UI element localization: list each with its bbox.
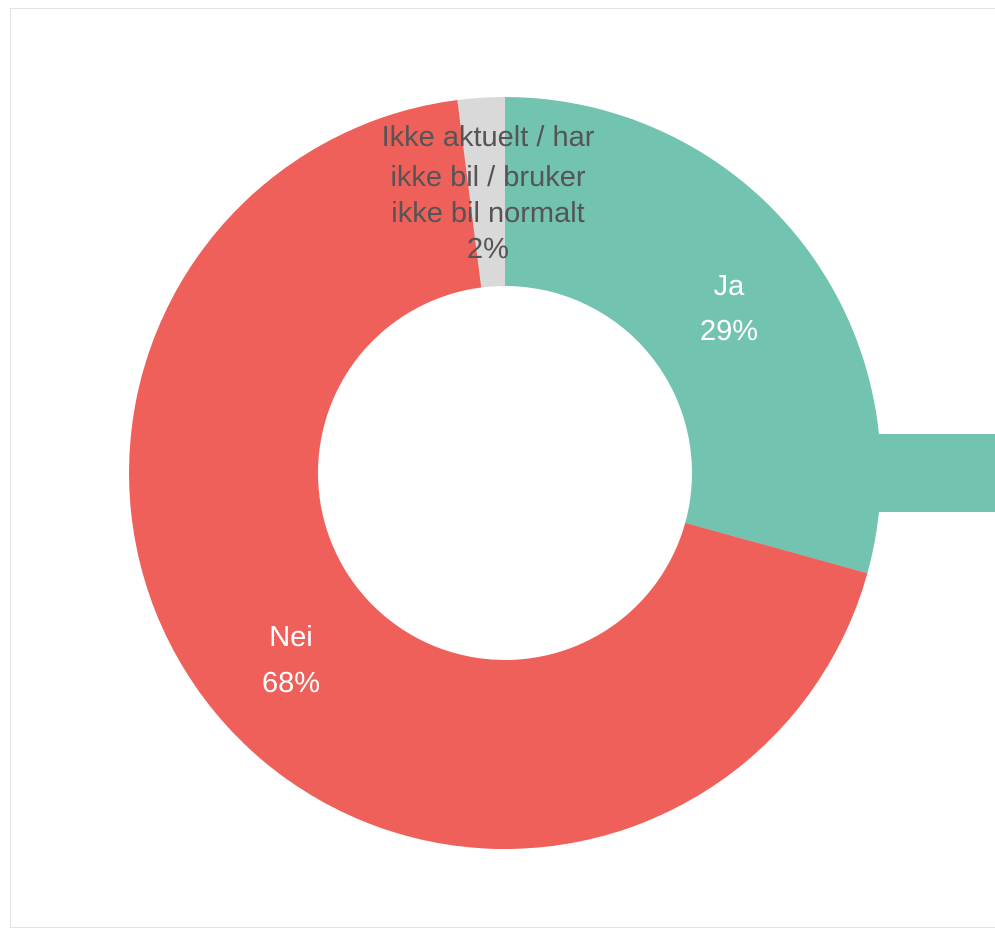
chart-frame [10,8,995,928]
donut-slices [128,97,882,849]
slice-label-nei-name: Nei [269,621,313,653]
donut-slice-nei [128,100,868,849]
slice-label-nei-percent: 68% [262,667,320,699]
slice-label-ikke-aktuelt-percent: 2% [467,233,509,265]
slice-label-ikke-aktuelt-line3: ikke bil normalt [391,197,584,229]
slice-label-ja-percent: 29% [700,315,758,347]
slice-label-ja-name: Ja [714,270,746,302]
slice-label-ikke-aktuelt-line2: ikke bil / bruker [390,161,585,193]
ja-slice-callout-bar [870,434,995,512]
donut-slice-ikke-aktuelt [457,97,505,288]
donut-slice-ja [505,97,882,574]
slice-label-ikke-aktuelt-line1: Ikke aktuelt / har [382,121,595,153]
